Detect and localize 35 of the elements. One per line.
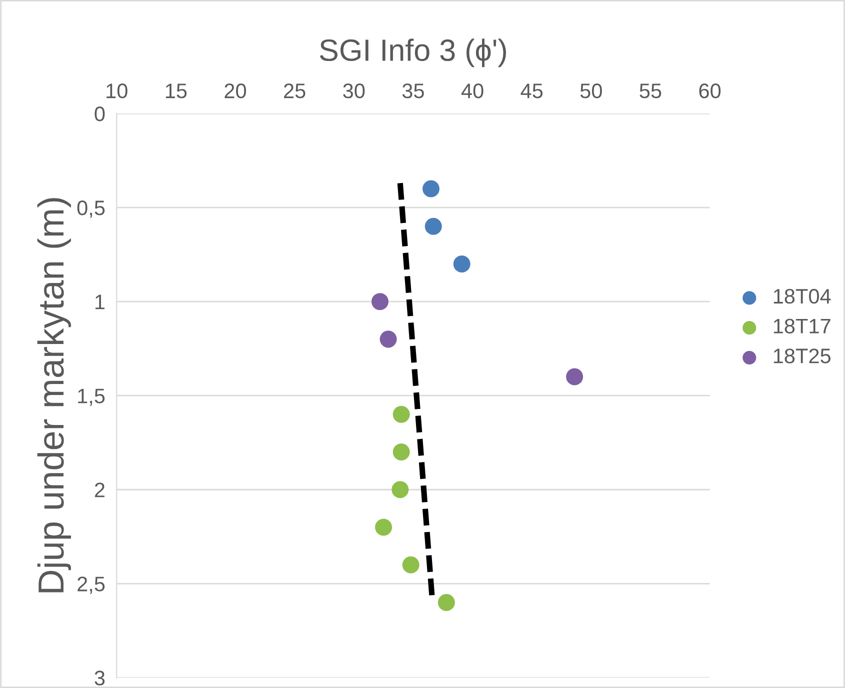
x-tick-label: 60 — [699, 84, 721, 98]
y-tick-label: 1 — [96, 294, 104, 310]
x-tick-label: 15 — [166, 84, 187, 98]
point — [438, 594, 455, 611]
x-tick-label: 40 — [461, 84, 484, 98]
y-tick-label: 0,5 — [77, 200, 105, 218]
point — [453, 255, 470, 272]
x-tick-label: 35 — [402, 84, 424, 98]
point — [380, 330, 397, 348]
y-tick-label: 3 — [94, 670, 105, 686]
point — [424, 218, 442, 235]
point — [392, 406, 410, 423]
y-tick-label: 1,5 — [78, 388, 105, 406]
point — [566, 368, 584, 386]
x-tick-label: 10 — [106, 84, 128, 98]
point — [392, 481, 409, 498]
y-tick-label: 2,5 — [78, 576, 105, 594]
chart-title: SGI Info 3 (ϕ') — [320, 38, 506, 68]
x-tick-label: 20 — [224, 84, 246, 98]
point — [422, 180, 440, 198]
point — [392, 444, 410, 461]
x-tick-label: 55 — [640, 84, 662, 98]
y-axis-title: Djup under markytan (m) — [37, 198, 71, 592]
legend-label: 18T17 — [774, 318, 830, 334]
point — [371, 293, 388, 310]
point — [402, 556, 420, 574]
legend-label: 18T25 — [774, 348, 830, 364]
x-tick-label: 30 — [343, 84, 365, 98]
point — [375, 518, 392, 536]
x-tick-label: 25 — [284, 84, 306, 98]
y-tick-label: 2 — [94, 482, 104, 498]
legend-label: 18T04 — [774, 288, 831, 304]
y-tick-label: 0 — [94, 106, 105, 122]
x-tick-label: 45 — [520, 84, 543, 98]
x-tick-label: 50 — [580, 84, 602, 98]
